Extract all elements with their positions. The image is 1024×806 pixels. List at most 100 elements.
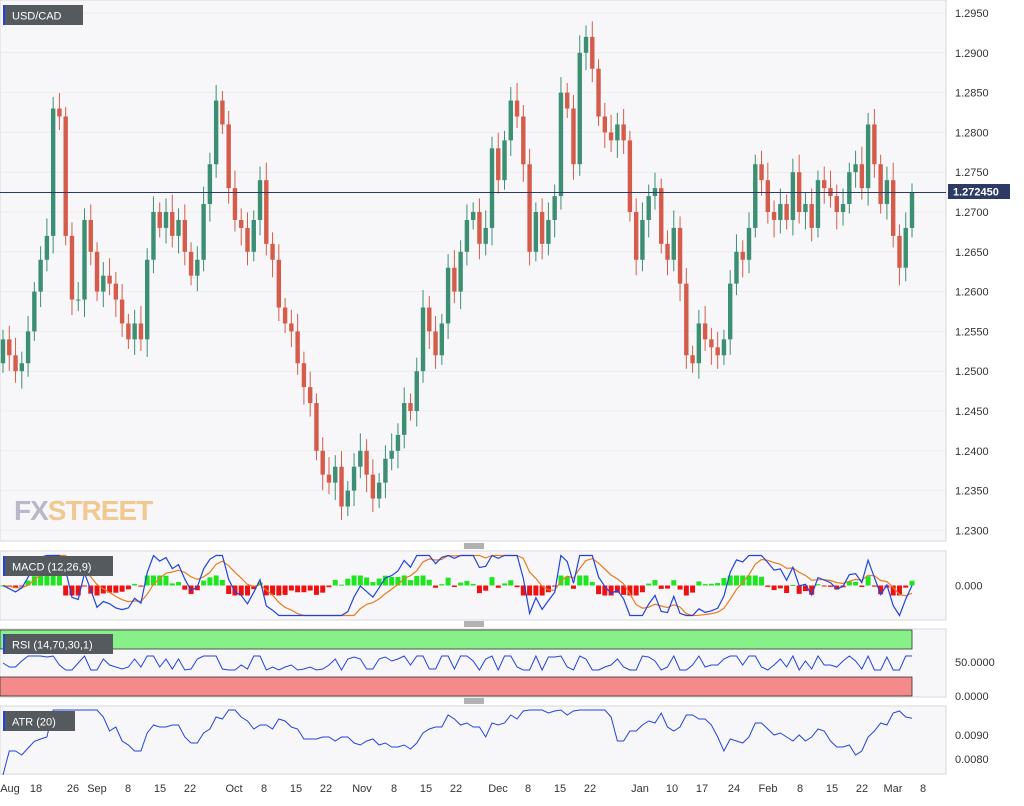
macd-bar: [426, 579, 432, 586]
rsi-tag[interactable]: [3, 634, 113, 654]
macd-bar: [107, 585, 113, 593]
macd-bar: [270, 585, 276, 595]
macd-bar: [407, 580, 413, 586]
candle-body: [232, 188, 238, 220]
macd-bar: [414, 576, 420, 586]
macd-tag[interactable]: [3, 556, 113, 576]
candle-body: [439, 323, 445, 356]
candle-body: [671, 227, 676, 260]
macd-bar: [382, 575, 388, 586]
candle-body: [470, 212, 476, 220]
candle-body: [646, 196, 651, 220]
candle-body: [721, 339, 727, 356]
atr-tag[interactable]: [3, 711, 75, 731]
macd-bar: [94, 585, 100, 596]
candle-body: [539, 212, 545, 244]
macd-bar: [439, 584, 445, 586]
macd-tag-accent: [3, 556, 5, 576]
candle-body: [270, 243, 275, 260]
macd-bar: [433, 585, 439, 588]
rsi-axis-50: 50.0000: [955, 657, 995, 669]
panel-splitter-2[interactable]: [464, 621, 484, 627]
price-axis-label: 1.2750: [955, 167, 989, 179]
macd-bar: [119, 585, 125, 592]
macd-bar: [357, 575, 363, 586]
candle-body: [195, 259, 200, 276]
candle-body: [119, 299, 125, 324]
macd-bar: [69, 585, 75, 596]
macd-bar: [25, 580, 31, 586]
candle-body: [508, 100, 513, 141]
rsi-tag-accent: [3, 634, 5, 654]
macd-bar: [257, 582, 263, 586]
time-axis-label: 15: [826, 783, 838, 795]
macd-bar: [771, 585, 777, 591]
time-axis-label: 8: [920, 783, 926, 795]
candle-body: [865, 124, 871, 189]
time-axis-label: 8: [125, 783, 131, 795]
atr-panel[interactable]: [0, 705, 947, 775]
candle-body: [702, 323, 708, 340]
macd-bar: [451, 585, 457, 588]
candle-body: [684, 283, 689, 356]
candle-body: [709, 339, 714, 348]
candle-body: [878, 164, 883, 205]
macd-bar: [570, 585, 576, 589]
macd-bar: [194, 585, 200, 591]
macd-bar: [31, 576, 37, 586]
time-axis-label: 26: [67, 783, 79, 795]
candle-body: [395, 434, 401, 451]
macd-bar: [608, 585, 614, 596]
symbol-tag[interactable]: [3, 5, 83, 25]
price-axis-label: 1.2500: [955, 366, 989, 378]
candle-body: [326, 474, 332, 483]
macd-bar: [339, 584, 345, 586]
macd-bar: [144, 575, 150, 586]
candle-body: [44, 235, 50, 260]
macd-bar: [301, 585, 307, 593]
logo-street: STREET: [48, 495, 153, 526]
price-panel[interactable]: [0, 0, 947, 542]
macd-bar: [276, 585, 282, 596]
candle-body: [376, 482, 382, 499]
candle-body: [0, 339, 6, 364]
macd-bar: [13, 585, 19, 589]
time-axis-label: 22: [184, 783, 196, 795]
candle-body: [364, 450, 369, 475]
macd-bar: [727, 575, 733, 586]
candle-body: [583, 36, 589, 53]
time-axis-label: 22: [856, 783, 868, 795]
candle-body: [809, 204, 814, 228]
candle-body: [251, 219, 256, 252]
macd-bar: [577, 575, 583, 586]
macd-label: MACD (12,26,9): [12, 562, 91, 574]
macd-bar: [871, 585, 877, 587]
macd-bar: [176, 581, 182, 586]
candle-body: [163, 212, 169, 228]
candle-body: [822, 180, 827, 189]
price-axis-label: 1.2900: [955, 48, 989, 60]
candle-body: [847, 172, 852, 205]
macd-bar: [878, 585, 884, 595]
time-axis-label: 8: [525, 783, 531, 795]
logo-fx: FX: [14, 495, 49, 526]
panel-splitter-3[interactable]: [464, 698, 484, 704]
candle-body: [514, 100, 520, 117]
panel-splitter-1[interactable]: [464, 543, 484, 549]
candle-body: [345, 490, 350, 507]
candle-body: [696, 323, 702, 364]
macd-bar: [244, 585, 250, 596]
candle-body: [151, 212, 156, 260]
time-axis-label: 8: [797, 783, 803, 795]
candle-body: [170, 212, 175, 236]
candle-body: [257, 180, 263, 220]
candle-body: [144, 259, 150, 340]
candle-body: [778, 204, 783, 220]
macd-bar: [596, 585, 602, 595]
macd-bar: [752, 575, 758, 586]
candle-body: [389, 450, 394, 459]
candle-body: [94, 251, 100, 292]
macd-bar: [50, 575, 56, 586]
macd-bar: [63, 585, 69, 596]
